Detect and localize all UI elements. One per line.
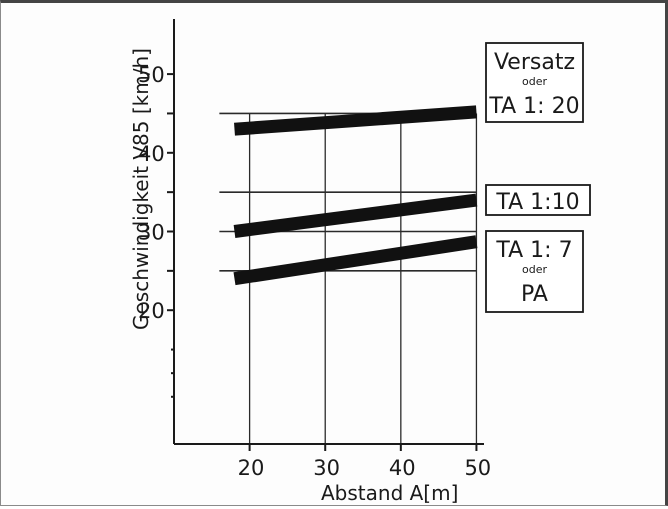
series-label-text-2: TA 1:10: [495, 190, 579, 215]
series-label-text-1: Versatz: [494, 50, 575, 75]
series-label-box-3: [485, 230, 584, 313]
series-label-text-3: PA: [521, 282, 548, 307]
series-label-text-1: oder: [522, 75, 547, 88]
series-band-1: [234, 105, 477, 136]
x-axis-label: Abstand A[m]: [321, 481, 458, 505]
x-tick-label-50: 50: [464, 456, 491, 480]
y-tick-label-20: 20: [138, 299, 165, 323]
series-label-text-1: TA 1: 20: [488, 94, 579, 119]
series-label-text-3: oder: [522, 263, 547, 276]
x-tick-label-20: 20: [238, 456, 265, 480]
x-tick-label-40: 40: [389, 456, 416, 480]
x-tick-label-30: 30: [313, 456, 340, 480]
series-label-box-1: [485, 42, 584, 123]
y-tick-label-30: 30: [138, 221, 165, 245]
axes: 20 30 40 50 20 30 40 50: [138, 19, 491, 480]
series-label-box-2: [485, 184, 591, 216]
y-tick-label-50: 50: [138, 63, 165, 87]
series-label-text-3: TA 1: 7: [495, 238, 572, 263]
series-band-3: [233, 235, 478, 286]
grid-layer: [248, 113, 478, 444]
y-axis-label: Geschwindigkeit V85 [km/h]: [129, 48, 153, 330]
y-tick-label-40: 40: [138, 142, 165, 166]
data-series: [233, 105, 478, 286]
series-band-2: [233, 193, 478, 238]
